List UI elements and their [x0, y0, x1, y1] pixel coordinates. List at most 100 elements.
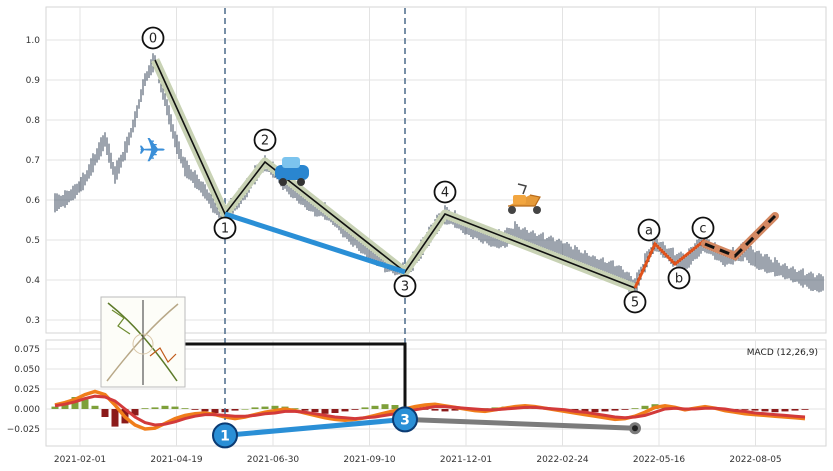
x-tick-label: 2021-12-01 — [440, 455, 492, 465]
macd-histogram-bar — [431, 409, 439, 411]
signal-line — [54, 394, 806, 427]
macd-histogram-bar — [351, 409, 359, 410]
price-y-tick-label: 0.8 — [26, 116, 41, 126]
macd-histogram-bar — [331, 409, 339, 413]
car-icon — [275, 157, 309, 186]
macd-histogram-bar — [271, 405, 279, 409]
airplane-icon: ✈ — [138, 131, 167, 171]
macd-y-tick-label: 0.025 — [14, 385, 40, 395]
wave-label-a-text: a — [645, 224, 653, 239]
x-tick-label: 2022-02-24 — [536, 455, 589, 465]
wave-label-3-text: 3 — [401, 280, 409, 295]
wave-label-5-text: 5 — [631, 296, 639, 311]
x-tick-label: 2021-04-19 — [150, 455, 203, 465]
macd-histogram-bar — [441, 409, 449, 412]
macd-lines — [54, 389, 806, 431]
macd-histogram-bar — [61, 403, 69, 409]
x-tick-label: 2022-08-05 — [729, 455, 781, 465]
projection-line — [704, 214, 777, 258]
wave-label-2-circle — [253, 128, 277, 152]
x-tick-label: 2021-02-01 — [54, 455, 106, 465]
macd-histogram-bar — [791, 409, 799, 411]
price-y-tick-label: 0.5 — [26, 236, 40, 246]
macd-histogram-bar — [181, 408, 189, 409]
wave-overlays — [150, 8, 779, 438]
macd-histogram-bar — [251, 407, 259, 409]
x-tick-label: 2021-06-30 — [247, 455, 300, 465]
scooter-icon — [508, 183, 541, 214]
wave-label-2-text: 2 — [261, 134, 269, 149]
macd-histogram-bar — [801, 409, 809, 410]
macd-histogram-bar — [591, 409, 599, 413]
macd-y-tick-label: 0.050 — [14, 365, 40, 375]
macd-wave-label-3-circle — [392, 406, 418, 433]
wave-label-b-circle — [667, 266, 691, 290]
macd-histogram-bar — [761, 409, 769, 412]
price-y-tick-label: 0.6 — [26, 196, 41, 206]
correction-line — [633, 238, 706, 289]
wave-label-1-circle — [213, 216, 237, 240]
macd-histogram-bar — [191, 409, 199, 410]
wave-label-0-text: 0 — [149, 32, 157, 47]
x-tick-label: 2022-05-16 — [633, 455, 686, 465]
wave-label-0-circle — [141, 26, 165, 50]
wave-label-a-circle — [637, 218, 661, 242]
macd-histogram-bar — [311, 409, 319, 413]
wave-label-1-text: 1 — [221, 222, 229, 237]
macd-histogram-bar — [621, 409, 629, 410]
macd-histogram-bar — [771, 409, 779, 413]
macd-histogram-bar — [51, 406, 59, 409]
wave-label-c-circle — [691, 216, 715, 240]
macd-histogram-bar — [151, 407, 159, 409]
macd-histogram-bar — [161, 405, 169, 409]
macd-wave-label-1-text: 1 — [220, 428, 230, 444]
macd-histogram-bar — [171, 406, 179, 409]
macd-y-ticks: −0.025 0.000 0.025 0.050 0.075 — [7, 345, 41, 435]
price-y-ticks: 0.3 0.4 0.5 0.6 0.7 0.8 0.9 1.0 — [26, 36, 41, 326]
macd-histogram-bar — [391, 405, 399, 409]
wave-label-c-text: c — [699, 222, 706, 237]
macd-histogram-bar — [81, 399, 89, 409]
macd-histogram-bar — [741, 409, 749, 410]
macd-histogram-bar — [291, 408, 299, 409]
price-y-tick-label: 0.9 — [26, 76, 41, 86]
macd-histogram-bar — [131, 409, 139, 416]
macd-histogram-bar — [301, 409, 309, 411]
price-y-tick-label: 0.4 — [26, 276, 41, 286]
price-y-tick-label: 0.3 — [26, 316, 40, 326]
macd-histogram-bar — [201, 409, 209, 412]
macd-wave-label-1-circle — [212, 422, 238, 449]
wave-label-b-text: b — [675, 272, 683, 287]
macd-wave-5-dot — [632, 425, 638, 432]
wave-label-5-circle — [623, 290, 647, 314]
macd-histogram-bar — [571, 409, 579, 411]
macd-histogram-bar — [141, 408, 149, 409]
macd-legend: MACD (12,26,9) — [747, 348, 818, 358]
macd-histogram-bar — [371, 405, 379, 409]
wave-label-4-circle — [433, 180, 457, 204]
wave-line — [154, 59, 636, 289]
inset-connector — [185, 342, 407, 420]
macd-histogram-bar — [641, 405, 649, 409]
grid-lines — [46, 7, 826, 446]
price-y-tick-label: 1.0 — [26, 36, 41, 46]
macd-histogram-bar — [231, 409, 239, 411]
macd-y-tick-label: 0.000 — [14, 405, 40, 415]
x-axis-ticks: 2021-02-01 2021-04-19 2021-06-30 2021-09-10… — [54, 455, 782, 465]
macd-histogram-bar — [341, 409, 349, 412]
macd-histogram-bar — [581, 409, 589, 412]
macd-histogram-bar — [101, 409, 109, 417]
x-tick-label: 2021-09-10 — [343, 455, 396, 465]
macd-histogram-bar — [601, 409, 609, 412]
macd-histogram-bar — [381, 404, 389, 409]
wave-label-3-circle — [393, 274, 417, 298]
wave-labels: 0 1 2 3 4 5 a b c 1 3 — [141, 26, 715, 449]
macd-histogram-bar — [211, 409, 219, 413]
macd-y-tick-label: 0.075 — [14, 345, 40, 355]
macd-histogram-bar — [241, 409, 249, 410]
wave-1-3-line — [224, 211, 406, 275]
macd-y-tick-label: −0.025 — [7, 425, 40, 435]
macd-histogram-bar — [111, 409, 119, 427]
